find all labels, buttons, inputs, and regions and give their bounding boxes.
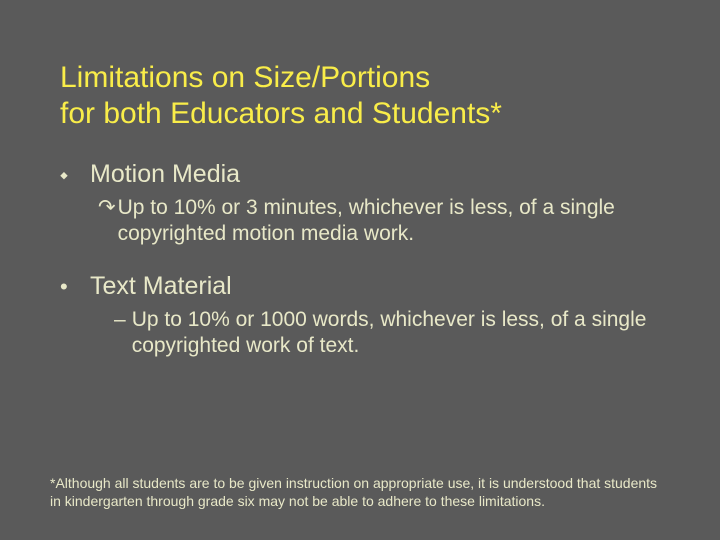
section-1-header: Motion Media [90, 160, 240, 189]
arrow-bullet-icon: ↷ [98, 195, 118, 221]
section-2-subrow: – Up to 10% or 1000 words, whichever is … [114, 307, 670, 360]
title-line-1: Limitations on Size/Portions [60, 61, 430, 94]
section-1-text: Up to 10% or 3 minutes, whichever is les… [118, 195, 668, 248]
section-2-header-row: • Text Material [60, 272, 670, 301]
section-2-header: Text Material [90, 272, 232, 301]
slide: Limitations on Size/Portions for both Ed… [0, 0, 720, 540]
section-2-text: Up to 10% or 1000 words, whichever is le… [132, 307, 670, 360]
dash-bullet-icon: – [114, 307, 132, 333]
section-1-header-row: ⬩ Motion Media [60, 160, 670, 189]
round-bullet-icon: • [60, 274, 90, 300]
section-1-subrow: ↷ Up to 10% or 3 minutes, whichever is l… [98, 195, 670, 248]
footnote: *Although all students are to be given i… [50, 474, 670, 510]
diamond-bullet-icon: ⬩ [60, 162, 90, 188]
slide-title: Limitations on Size/Portions for both Ed… [60, 60, 670, 132]
title-line-2: for both Educators and Students* [60, 97, 502, 130]
